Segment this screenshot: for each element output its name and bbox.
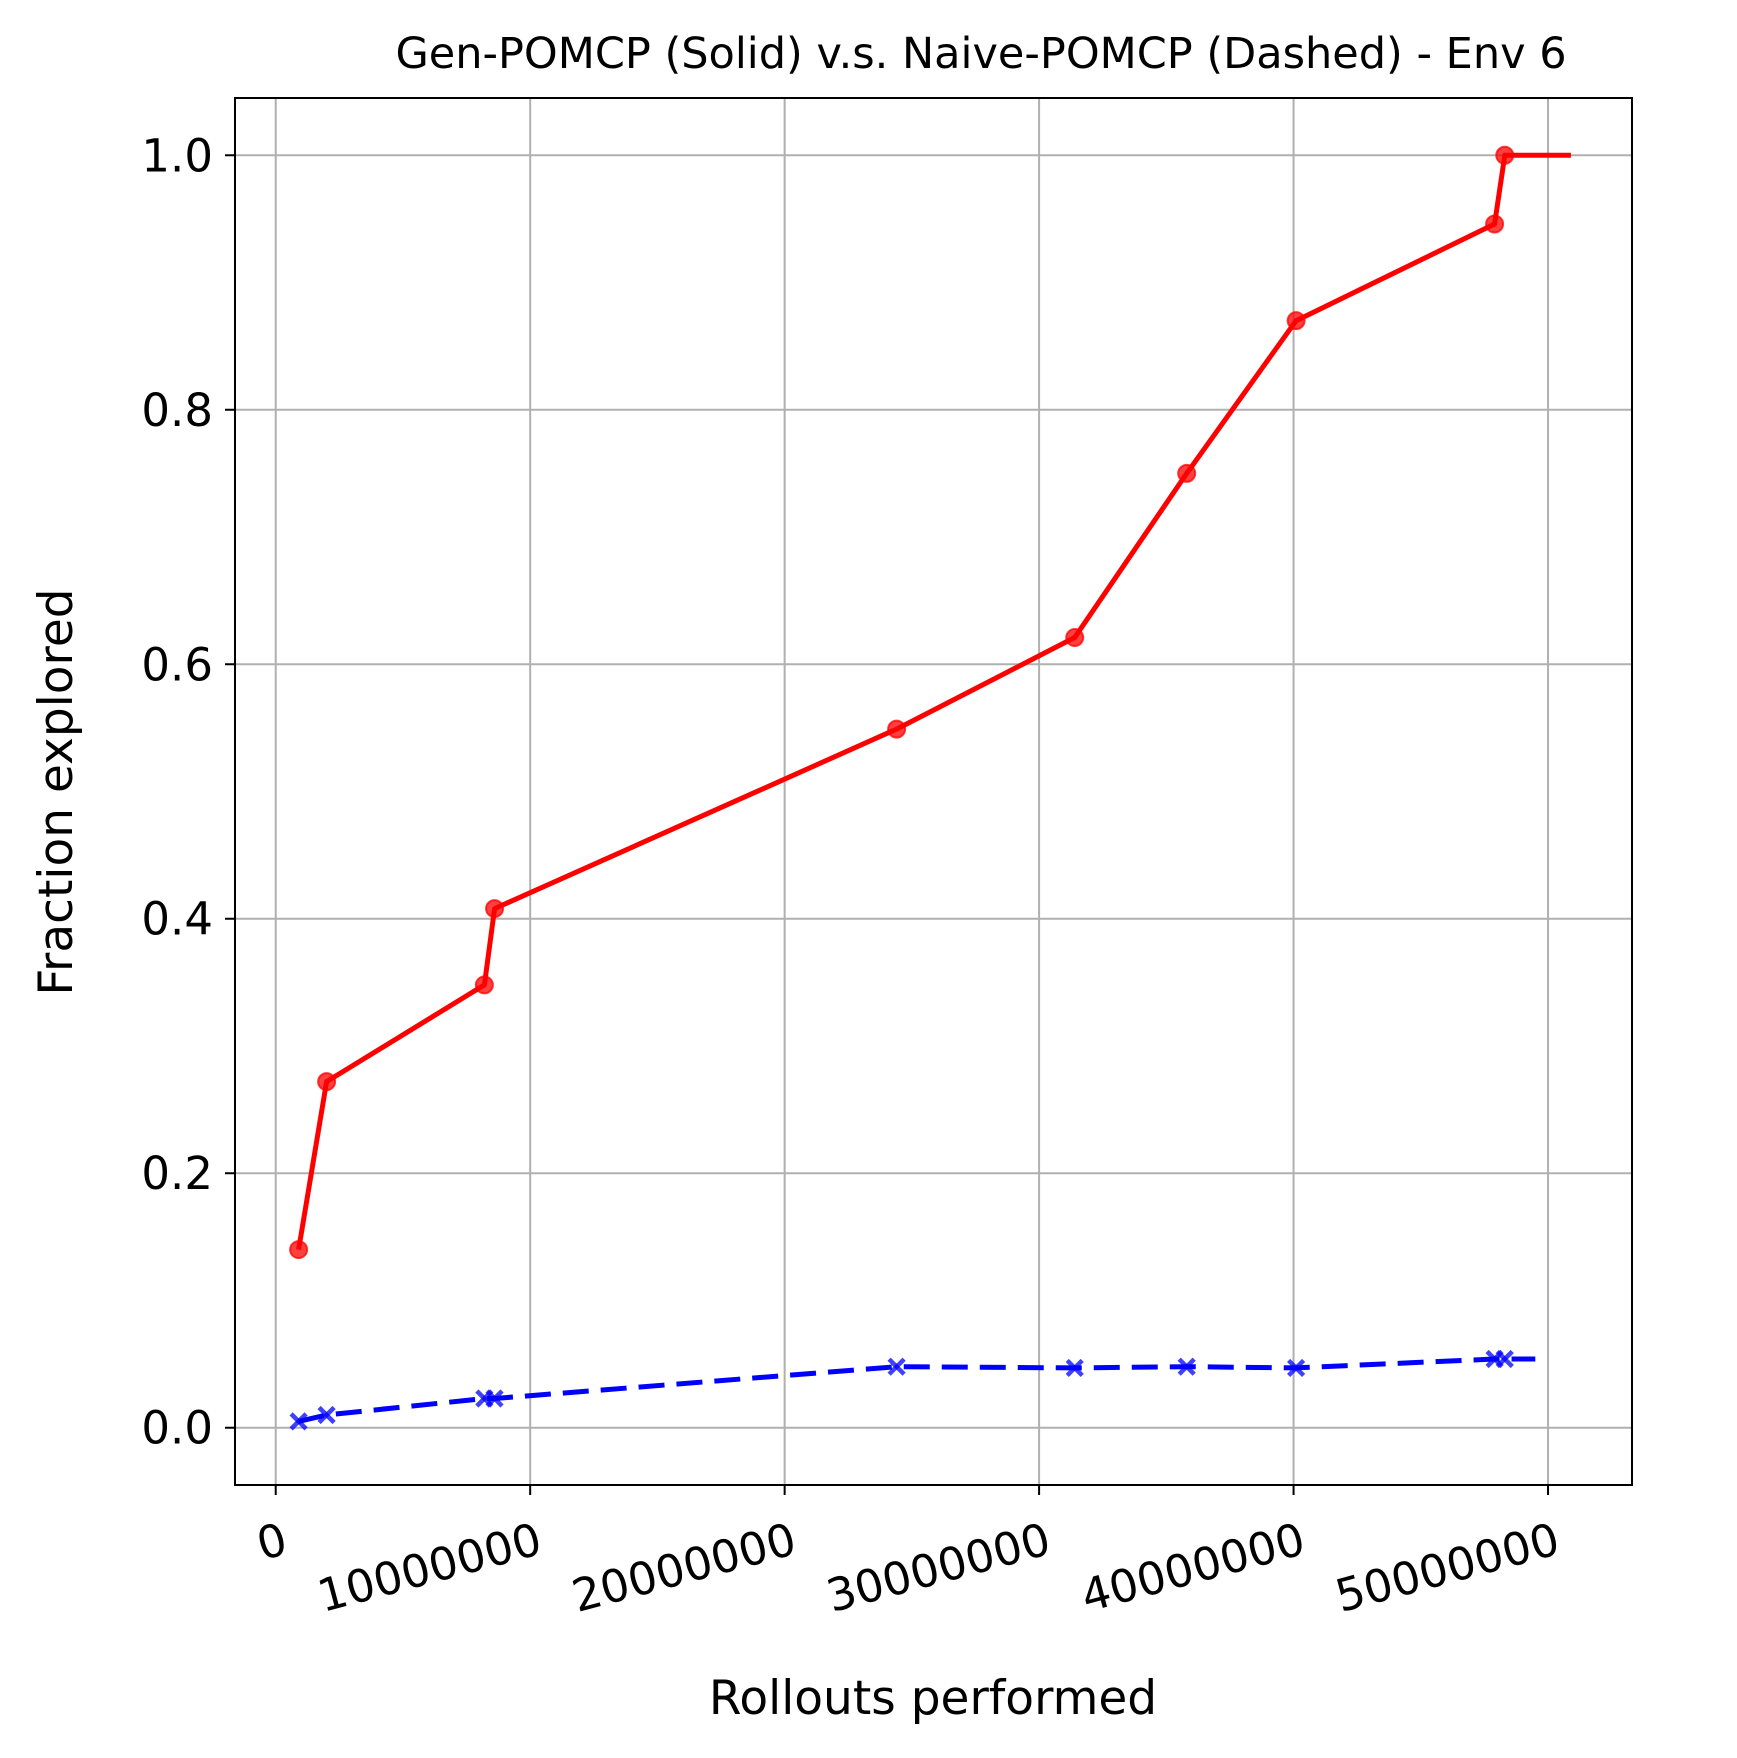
data-point-stroke [1177,1357,1196,1376]
data-point [485,899,505,919]
data-point [1177,463,1197,483]
grid-layer [235,98,1632,1485]
data-point-stroke [887,1357,906,1376]
data-point [887,1357,906,1376]
data-point [1065,628,1085,648]
y-tick-label: 0.2 [141,1147,213,1200]
x-axis-title: Rollouts performed [709,1671,1157,1726]
data-point-stroke [1065,1358,1084,1378]
data-point-stroke [1287,1358,1306,1378]
data-point [317,1072,337,1092]
plot-frame [234,97,1633,1486]
data-point [1287,1358,1306,1378]
data-point [1495,145,1515,165]
data-point [1177,1357,1196,1376]
data-point-stroke [317,1405,336,1425]
data-point [1286,311,1306,331]
y-tick-label: 0.8 [141,384,213,437]
data-point [1065,1358,1084,1378]
data-point [887,719,907,739]
data-point-stroke [485,1389,504,1408]
y-tick-label: 1.0 [141,129,213,182]
data-point-stroke [289,1412,308,1431]
data-point [289,1240,309,1260]
y-axis-title: Fraction explored [29,588,84,995]
y-tick-label: 0.6 [141,638,213,691]
y-tick-label: 0.4 [141,893,213,946]
data-point [289,1412,308,1431]
series-layer [289,145,1571,1431]
data-point-stroke [1495,1349,1514,1369]
data-point [485,1389,504,1408]
data-point [1495,1349,1514,1369]
chart-title: Gen-POMCP (Solid) v.s. Naive-POMCP (Dash… [395,29,1566,79]
data-point [1485,214,1505,234]
data-point [317,1405,336,1425]
y-tick-label: 0.0 [141,1402,213,1455]
data-point [474,975,494,995]
